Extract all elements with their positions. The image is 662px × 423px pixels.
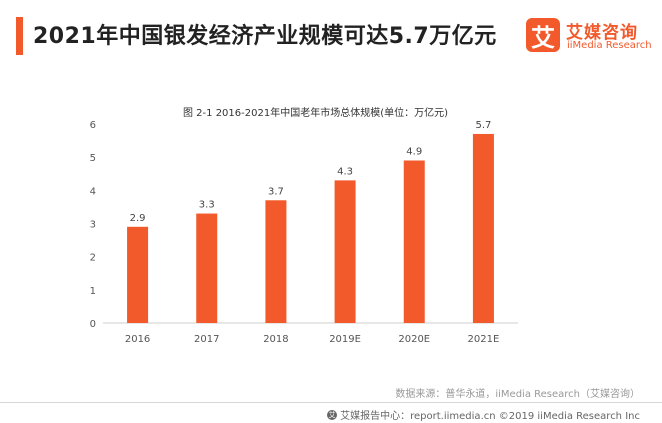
data-source: 数据来源：普华永道，iiMedia Research（艾媒咨询） xyxy=(395,389,640,400)
bar-chart: 0 1 2 3 4 5 6 2.9 2016 3.3 2017 3.7 2018 4.3 2019E 4.9 2… xyxy=(90,120,518,345)
bar-value-label: 3.3 xyxy=(199,200,215,211)
bar-value-label: 4.3 xyxy=(337,166,353,177)
chart-title: 图 2-1 2016-2021年中国老年市场总体规模(单位：万亿元) xyxy=(183,108,448,119)
y-tick-label: 6 xyxy=(90,120,96,131)
y-tick-label: 0 xyxy=(90,319,96,330)
bar-2016 xyxy=(127,226,149,323)
x-tick-label: 2016 xyxy=(125,334,150,345)
y-tick-label: 4 xyxy=(90,186,96,197)
brand-logo: 艾 艾媒咨询 iiMedia Research xyxy=(526,16,652,60)
x-tick-label: 2019E xyxy=(329,334,361,345)
footer: 艾 艾媒报告中心：report.iimedia.cn ©2019 iiMedia… xyxy=(327,407,640,422)
logo-badge-icon: 艾 xyxy=(526,18,560,52)
y-tick-label: 2 xyxy=(90,253,96,264)
bar-2017 xyxy=(196,213,218,323)
bar-2021e xyxy=(472,133,494,323)
footer-text: 艾媒报告中心：report.iimedia.cn ©2019 iiMedia R… xyxy=(340,411,640,422)
y-tick-label: 3 xyxy=(90,220,96,231)
logo-name-en: iiMedia Research xyxy=(567,40,652,51)
logo-name-cn: 艾媒咨询 xyxy=(566,23,638,43)
x-tick-label: 2017 xyxy=(194,334,219,345)
bar-value-label: 2.9 xyxy=(130,213,146,224)
title-accent-bar xyxy=(16,17,23,55)
x-tick-label: 2018 xyxy=(263,334,288,345)
y-tick-label: 5 xyxy=(90,153,96,164)
x-tick-label: 2021E xyxy=(468,334,500,345)
bar-value-label: 5.7 xyxy=(475,120,491,131)
bar-2020e xyxy=(403,160,425,323)
x-tick-label: 2020E xyxy=(398,334,430,345)
copyright-icon: 艾 xyxy=(327,409,338,420)
y-tick-label: 1 xyxy=(90,286,96,297)
footer-divider xyxy=(0,402,662,403)
bar-value-label: 4.9 xyxy=(406,146,422,157)
bar-2019e xyxy=(334,180,356,323)
bar-2018 xyxy=(265,200,287,323)
page-title: 2021年中国银发经济产业规模可达5.7万亿元 xyxy=(33,24,497,49)
bar-value-label: 3.7 xyxy=(268,186,284,197)
